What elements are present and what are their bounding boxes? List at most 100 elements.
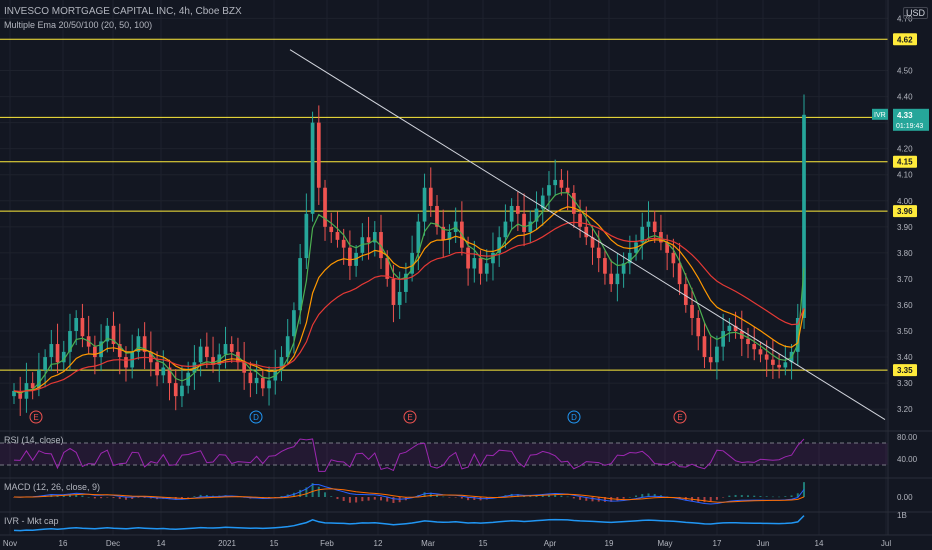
macd-histogram-bar bbox=[616, 497, 619, 501]
mktcap-line bbox=[13, 515, 805, 532]
x-tick-label: 14 bbox=[157, 539, 166, 548]
macd-histogram-bar bbox=[585, 497, 588, 501]
candle-body bbox=[752, 344, 757, 350]
candle-body bbox=[590, 237, 595, 248]
event-marker-e: E bbox=[673, 410, 687, 424]
horizontal-levels bbox=[0, 38, 888, 371]
candle-body bbox=[565, 187, 570, 193]
candle bbox=[360, 223, 365, 261]
level-tag-label: 4.15 bbox=[897, 158, 913, 167]
candle bbox=[758, 341, 763, 363]
candle-body bbox=[627, 252, 632, 264]
level-tag-bg bbox=[893, 155, 917, 168]
level-tag-label: 4.62 bbox=[897, 35, 913, 44]
macd-title[interactable]: MACD (12, 26, close, 9) bbox=[4, 482, 101, 492]
ema50-line bbox=[13, 206, 805, 393]
candle bbox=[771, 339, 775, 379]
x-tick-label: 16 bbox=[59, 539, 68, 548]
candle-body bbox=[727, 325, 732, 332]
macd-histogram-bar bbox=[566, 496, 569, 498]
candle bbox=[584, 206, 589, 246]
level-tag: 4.15 bbox=[893, 155, 917, 168]
ema20-line bbox=[13, 192, 805, 395]
candle bbox=[323, 179, 327, 241]
macd-histogram-bar bbox=[93, 497, 96, 499]
candle-body bbox=[229, 344, 234, 352]
candle-body bbox=[603, 258, 607, 274]
macd-histogram-bar bbox=[759, 496, 762, 497]
candle bbox=[553, 159, 558, 197]
candle-body bbox=[329, 226, 334, 233]
candle bbox=[441, 209, 446, 258]
macd-histogram-bar bbox=[603, 497, 606, 502]
candle bbox=[777, 353, 781, 379]
candle-body bbox=[690, 304, 694, 318]
macd-histogram-bar bbox=[280, 496, 283, 497]
last-price-bg bbox=[893, 108, 929, 131]
candle-body bbox=[478, 258, 483, 274]
x-tick-label: May bbox=[657, 539, 672, 548]
event-marker-circle bbox=[673, 410, 687, 424]
currency-label[interactable]: USD bbox=[903, 7, 929, 19]
macd-histogram-bar bbox=[342, 497, 345, 501]
chart-title: INVESCO MORTGAGE CAPITAL INC, 4h, Cboe B… bbox=[4, 6, 242, 17]
rsi-title[interactable]: RSI (14, close) bbox=[4, 435, 64, 445]
macd-histogram-bar bbox=[467, 497, 470, 501]
macd-histogram-bar bbox=[81, 495, 84, 497]
macd-histogram-bar bbox=[324, 492, 327, 497]
level-tag: 4.62 bbox=[893, 33, 917, 46]
candle bbox=[18, 376, 23, 416]
macd-histogram-bar bbox=[734, 494, 737, 497]
candle-body bbox=[148, 351, 153, 363]
candle bbox=[690, 287, 694, 336]
macd-histogram-bar bbox=[386, 497, 389, 502]
candle-body bbox=[422, 187, 427, 222]
candle-body bbox=[192, 362, 197, 373]
level-tag: 3.35 bbox=[893, 364, 917, 377]
macd-histogram-bar bbox=[554, 494, 557, 497]
event-marker-circle bbox=[403, 410, 417, 424]
candle-body bbox=[335, 232, 340, 240]
x-tick-label: Mar bbox=[421, 539, 435, 548]
macd-histogram-bar bbox=[579, 497, 582, 500]
candle-body bbox=[285, 336, 290, 358]
macd-histogram-bar bbox=[87, 496, 90, 498]
candle-body bbox=[522, 213, 526, 233]
symbol-tag-label: IVR bbox=[874, 112, 886, 119]
candle bbox=[497, 226, 502, 267]
candle-body bbox=[242, 362, 247, 373]
candles[interactable] bbox=[12, 94, 806, 416]
candle bbox=[111, 311, 116, 352]
candle-body bbox=[584, 226, 589, 238]
candle bbox=[646, 201, 651, 241]
candle bbox=[404, 262, 408, 303]
candle-body bbox=[715, 346, 719, 363]
macd-histogram-bar bbox=[168, 497, 171, 500]
candle bbox=[161, 350, 166, 384]
candle bbox=[721, 313, 725, 361]
candle bbox=[180, 365, 184, 408]
indicator-legend[interactable]: Multiple Ema 20/50/100 (20, 50, 100) bbox=[4, 20, 153, 30]
mktcap-title[interactable]: IVR - Mkt cap bbox=[4, 516, 59, 526]
candle-body bbox=[348, 247, 352, 266]
event-marker-label: E bbox=[407, 413, 412, 422]
macd-histogram-bar bbox=[697, 497, 700, 502]
candle bbox=[571, 185, 576, 228]
candle bbox=[242, 341, 247, 390]
macd-histogram-bar bbox=[373, 497, 376, 500]
candle-body bbox=[410, 252, 414, 274]
candle bbox=[752, 326, 757, 361]
macd-histogram-bar bbox=[778, 496, 781, 498]
candle-body bbox=[441, 226, 446, 240]
candle bbox=[198, 338, 203, 377]
y-tick-label: 3.70 bbox=[897, 275, 913, 284]
y-tick-label: 3.50 bbox=[897, 327, 913, 336]
time-axis[interactable]: Nov 16 Dec 14 2021 15 Feb 12 Mar 15 Apr 19 May 17 Jun 1… bbox=[0, 534, 932, 548]
candle bbox=[416, 213, 421, 271]
y-tick-label: 4.50 bbox=[897, 67, 913, 76]
candle bbox=[348, 230, 352, 280]
trendline[interactable] bbox=[289, 49, 886, 421]
candle-body bbox=[404, 273, 408, 292]
